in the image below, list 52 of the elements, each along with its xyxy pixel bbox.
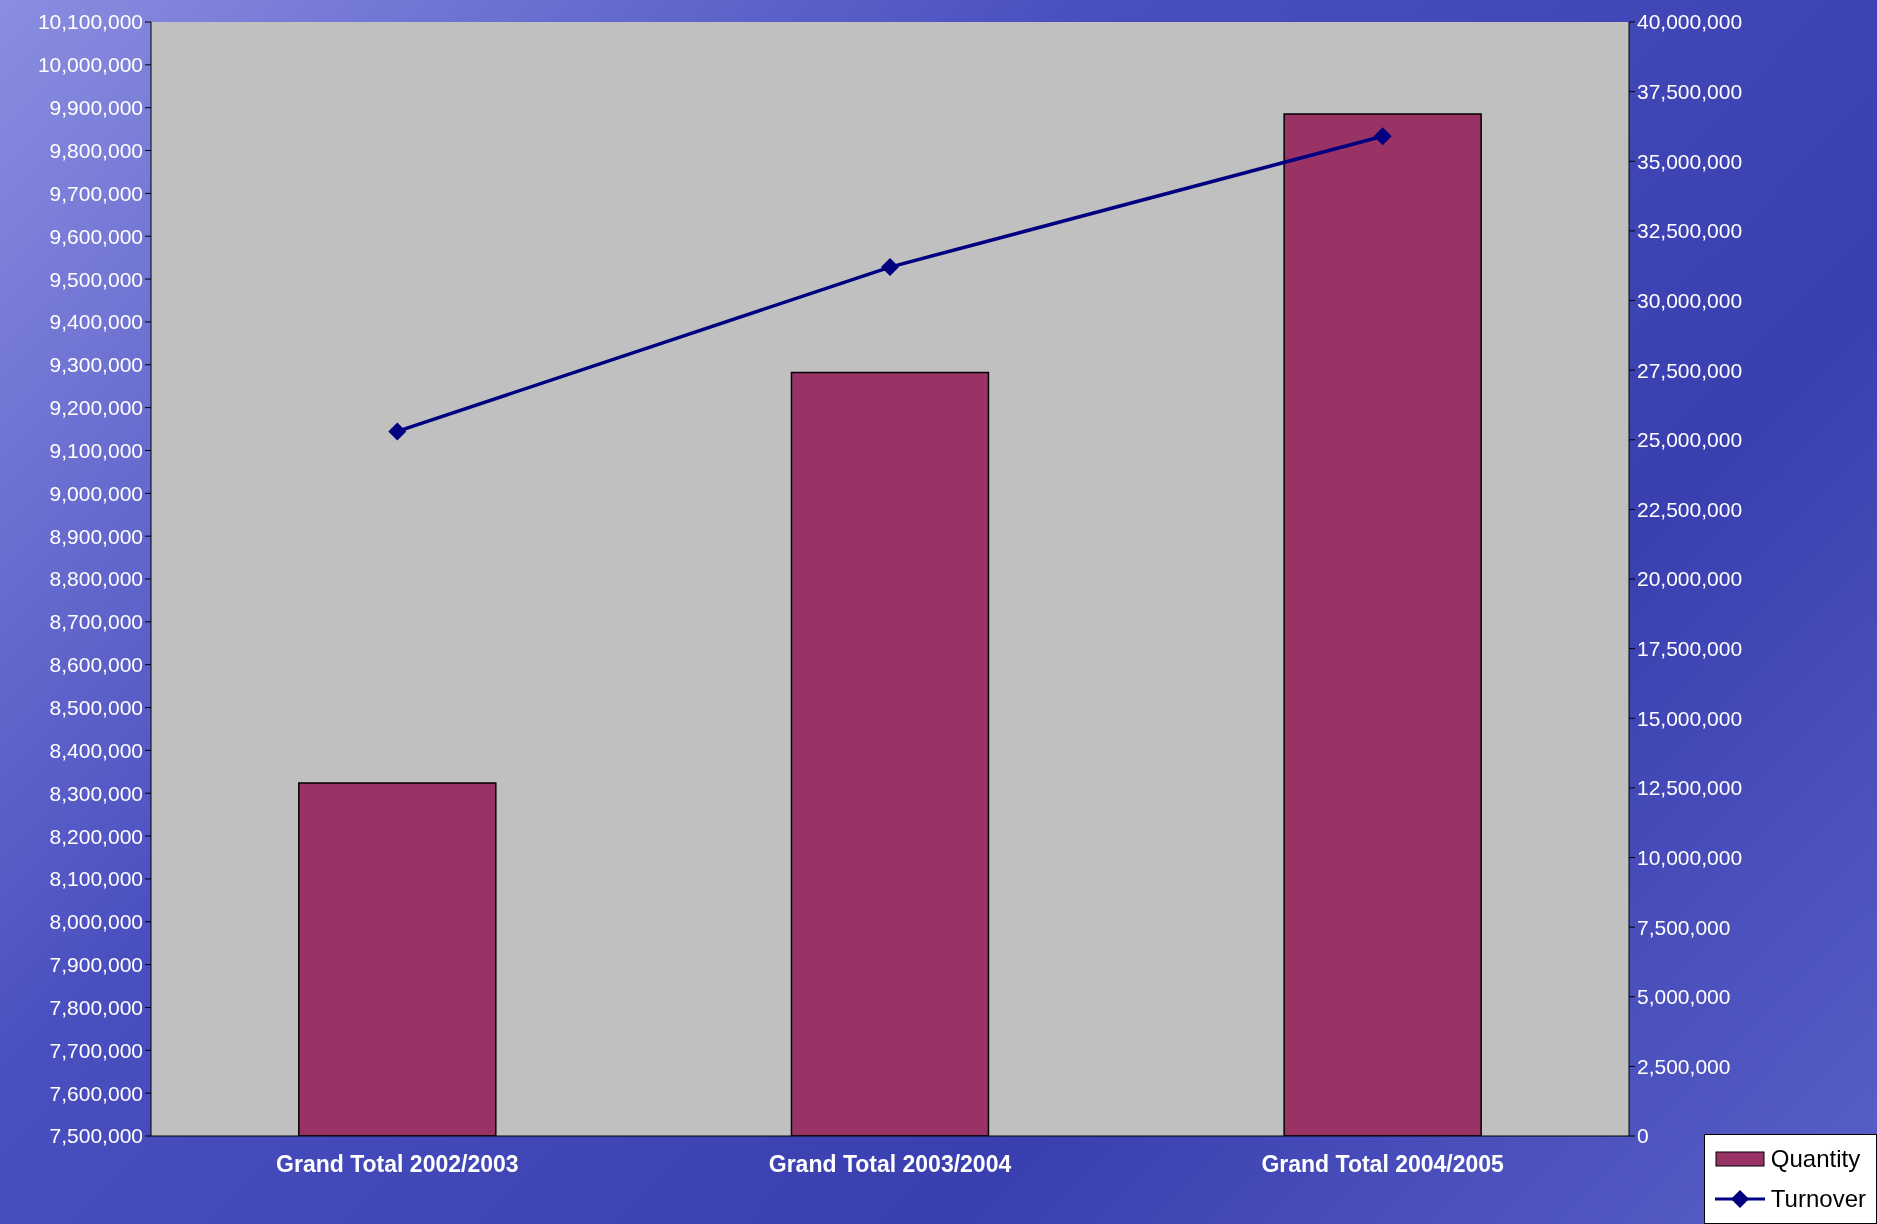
y2-tick-label: 27,500,000: [1637, 358, 1743, 382]
y2-tick-label: 22,500,000: [1637, 497, 1743, 521]
y-tick-label: 8,500,000: [49, 695, 143, 719]
y-tick-label: 8,800,000: [49, 567, 143, 591]
y-tick-label: 8,100,000: [49, 867, 143, 891]
y2-tick-label: 10,000,000: [1637, 845, 1743, 869]
y2-tick-label: 2,500,000: [1637, 1054, 1731, 1078]
y-tick-label: 9,000,000: [49, 481, 143, 505]
y2-tick-label: 12,500,000: [1637, 776, 1743, 800]
y-tick-label: 9,600,000: [49, 224, 143, 248]
y-tick-label: 9,800,000: [49, 138, 143, 162]
y-tick-label: 7,900,000: [49, 953, 143, 977]
y2-tick-label: 35,000,000: [1637, 149, 1743, 173]
y-tick-label: 10,100,000: [37, 10, 143, 34]
y2-tick-label: 17,500,000: [1637, 637, 1743, 661]
point: [1373, 127, 1392, 146]
y2-tick-label: 25,000,000: [1637, 428, 1743, 452]
y-tick-label: 9,100,000: [49, 438, 143, 462]
y-tick-label: 8,600,000: [49, 653, 143, 677]
y2-tick-label: 5,000,000: [1637, 985, 1731, 1009]
y2-tick-label: 15,000,000: [1637, 706, 1743, 730]
x-tick-label: Grand Total 2004/2005: [1261, 1151, 1505, 1178]
y-tick-label: 7,500,000: [49, 1124, 143, 1148]
y2-tick-label: 32,500,000: [1637, 219, 1743, 243]
y-tick-label: 9,200,000: [49, 396, 143, 420]
point: [388, 422, 407, 441]
y-tick-label: 8,200,000: [49, 824, 143, 848]
y-tick-label: 7,600,000: [49, 1081, 143, 1105]
y2-tick-label: 20,000,000: [1637, 567, 1743, 591]
y-tick-label: 9,500,000: [49, 267, 143, 291]
y-tick-label: 9,900,000: [49, 96, 143, 120]
y-tick-label: 9,300,000: [49, 353, 143, 377]
y-tick-label: 9,700,000: [49, 181, 143, 205]
y-tick-label: 8,000,000: [49, 910, 143, 934]
y2-tick-label: 0: [1637, 1124, 1649, 1148]
legend-label: Quantity: [1770, 1144, 1861, 1174]
y-tick-label: 8,900,000: [49, 524, 143, 548]
y-tick-label: 9,400,000: [49, 310, 143, 334]
y2-tick-label: 30,000,000: [1637, 288, 1743, 312]
x-tick-label: Grand Total 2002/2003: [276, 1151, 519, 1178]
x-tick-label: Grand Total 2003/2004: [768, 1151, 1012, 1178]
y2-tick-label: 37,500,000: [1637, 80, 1743, 104]
y-tick-label: 7,800,000: [49, 995, 143, 1019]
y-tick-label: 8,300,000: [49, 781, 143, 805]
y-tick-label: 10,000,000: [37, 53, 143, 77]
y2-tick-label: 7,500,000: [1637, 915, 1731, 939]
legend-label: Turnover: [1770, 1184, 1866, 1214]
y-tick-label: 8,700,000: [49, 610, 143, 634]
point: [881, 258, 899, 277]
y-tick-label: 7,700,000: [49, 1038, 143, 1062]
y2-tick-label: 40,000,000: [1637, 10, 1743, 34]
y-tick-label: 8,400,000: [49, 738, 143, 762]
